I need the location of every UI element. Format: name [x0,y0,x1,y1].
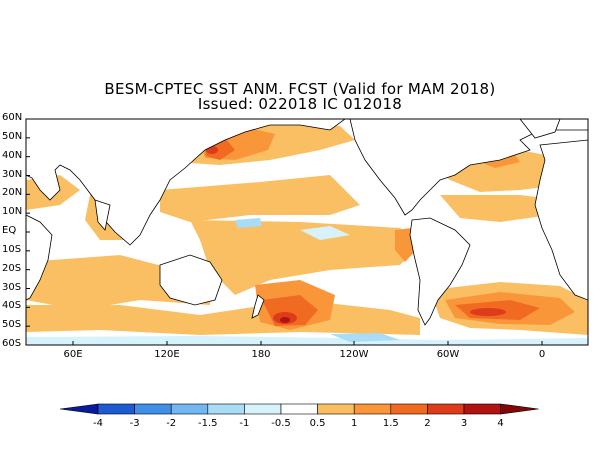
anomaly-field-peak [206,146,506,324]
colorbar-swatch [207,403,245,415]
lat-label: 40S [2,300,22,312]
lat-label: 30S [2,281,22,293]
colorbar-swatch [463,403,501,415]
lat-label: 20N [2,187,23,199]
colorbar-swatch [280,403,318,415]
colorbar-label: -2 [166,418,177,429]
lat-label: EQ [2,225,17,236]
lat-label: 20S [2,262,22,274]
lon-label: 120E [154,349,180,360]
colorbar-label: -0.5 [271,418,291,429]
colorbar-swatch [134,403,172,415]
colorbar-swatch [390,403,428,415]
chart-subtitle: Issued: 022018 IC 012018 [197,95,403,113]
colorbar-swatch [500,403,539,415]
colorbar-swatch [427,403,465,415]
colorbar-swatch [317,403,355,415]
colorbar-label: -4 [93,418,103,429]
colorbar-swatch [97,403,135,415]
lon-label: 60E [63,349,83,360]
lat-label: 50S [2,319,22,331]
colorbar-label: -1.5 [198,418,218,429]
lat-label: 60N [2,112,23,123]
colorbar-label: 3 [460,418,468,429]
colorbar-label: 1 [351,418,358,429]
lat-label: 40N [2,149,23,161]
lon-label: 60W [436,349,460,360]
lat-label: 60S [2,338,22,349]
colorbar-label: 0.5 [309,418,326,429]
chart-title: BESM-CPTEC SST ANM. FCST (Valid for MAM … [104,80,496,98]
continent-outlines [26,119,588,326]
lon-label: 120W [339,349,369,360]
anomaly-field-max [280,317,290,323]
colorbar-swatch [170,403,209,415]
colorbar-label: -1 [239,418,250,429]
colorbar-swatch [244,403,282,415]
colorbar [59,403,539,415]
lon-label: 180 [251,349,271,360]
colorbar-label: 4 [497,418,504,429]
colorbar-swatch [353,403,392,415]
colorbar-label: -3 [129,418,140,429]
colorbar-label: 1.5 [382,418,399,429]
lat-label: 30N [2,168,23,180]
lat-label: 10N [2,206,23,218]
lon-label: 0 [538,349,546,360]
lat-label: 10S [2,243,22,255]
colorbar-swatch [59,403,99,415]
colorbar-label: 2 [424,418,431,429]
lat-label: 50N [2,130,23,142]
